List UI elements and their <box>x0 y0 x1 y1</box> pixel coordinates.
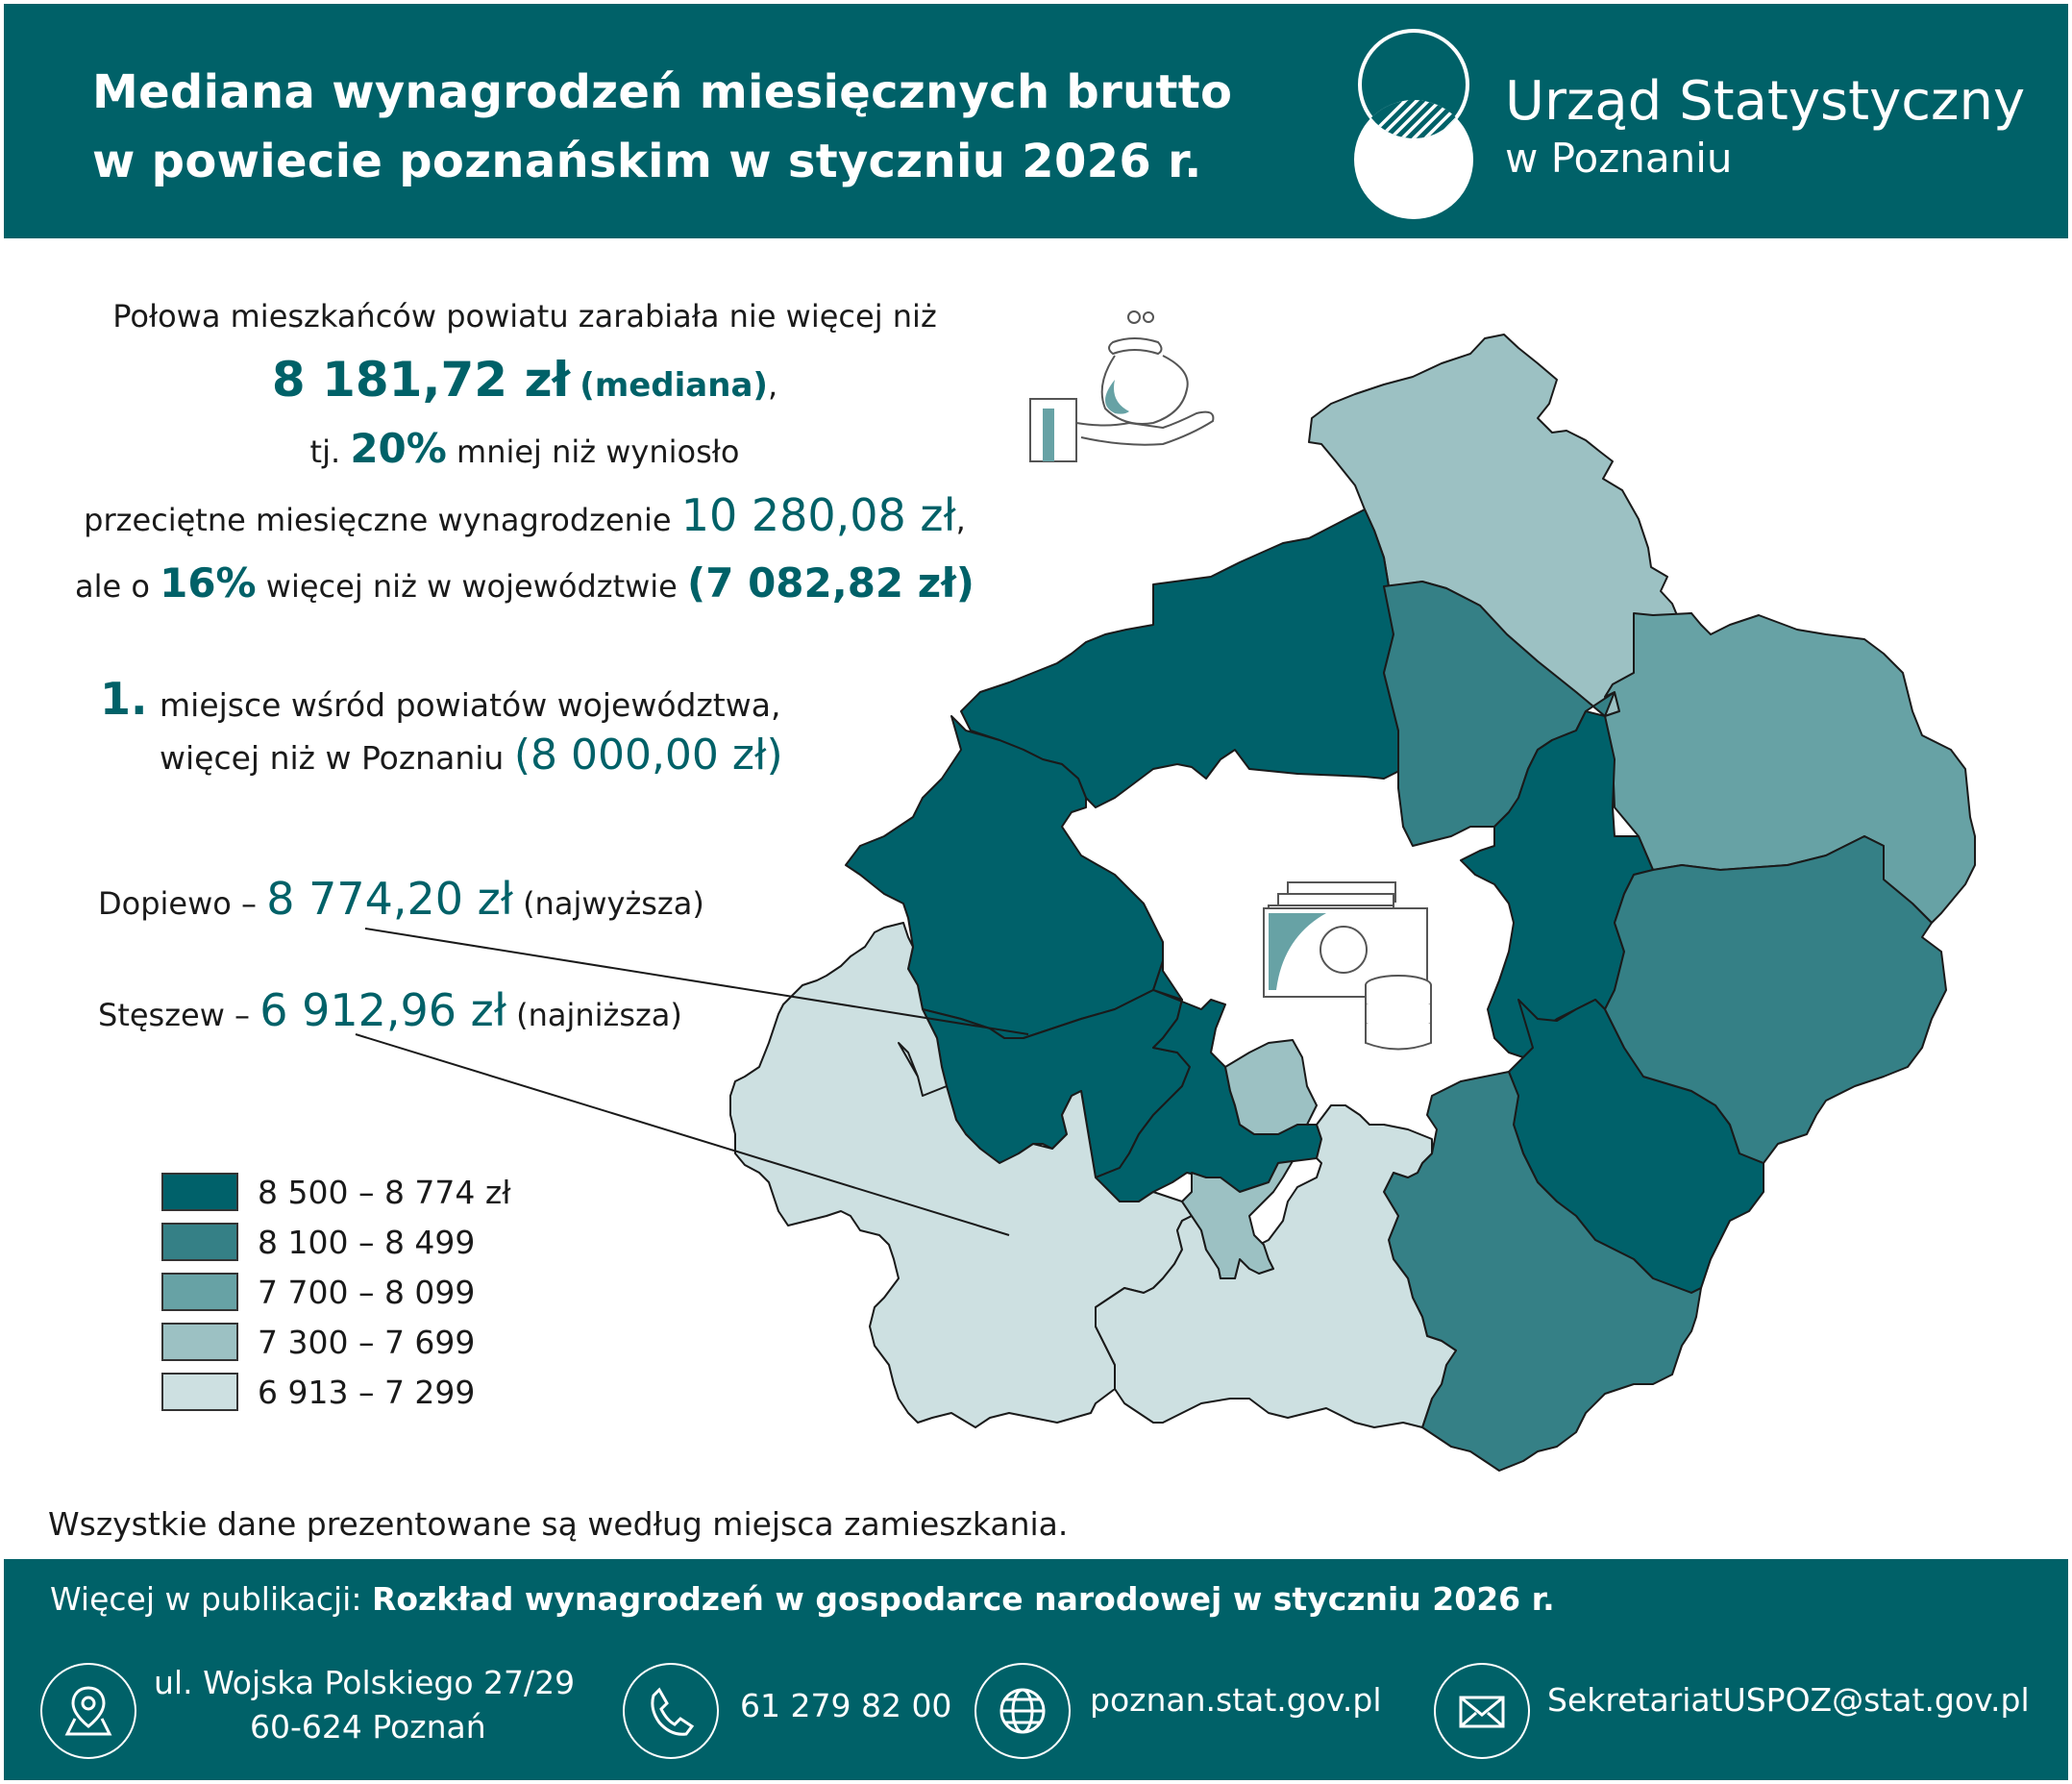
address-line-1: ul. Wojska Polskiego 27/29 <box>154 1664 576 1701</box>
money-bag-hand-icon <box>1029 310 1215 462</box>
highest-name: Dopiewo – <box>98 885 258 922</box>
summary-line-4: przeciętne miesięczne wynagrodzenie 10 2… <box>54 483 996 552</box>
map-region-small-center <box>1224 1039 1318 1135</box>
summary-line-3: tj. 20% mniej niż wyniosło <box>54 417 996 483</box>
publication-link[interactable]: Rozkład wynagrodzeń w gospodarce narodow… <box>371 1580 1555 1618</box>
footnote: Wszystkie dane prezentowane są według mi… <box>48 1505 1069 1543</box>
average-wage-value: 10 280,08 zł <box>680 489 956 541</box>
legend-swatch <box>161 1173 238 1211</box>
office-name: Urząd Statystyczny w Poznaniu <box>1505 71 2025 185</box>
phone-icon <box>623 1663 719 1759</box>
median-suffix: , <box>767 367 778 404</box>
lowest-name: Stęszew – <box>98 997 251 1033</box>
publication-line: Więcej w publikacji: Rozkład wynagrodzeń… <box>50 1580 1555 1618</box>
summary-line-4-pre: przeciętne miesięczne wynagrodzenie <box>84 502 672 538</box>
globe-icon <box>974 1663 1071 1759</box>
legend-swatch <box>161 1223 238 1261</box>
rank-line-2-pre: więcej niż w Poznaniu <box>160 739 505 777</box>
summary-line-2: 8 181,72 zł (mediana), <box>54 348 996 417</box>
title-line-2: w powiecie poznańskim w styczniu 2026 r. <box>92 135 1202 188</box>
website-link[interactable]: poznan.stat.gov.pl <box>1090 1681 1382 1719</box>
legend-swatch <box>161 1373 238 1411</box>
email-link[interactable]: SekretariatUSPOZ@stat.gov.pl <box>1547 1681 2030 1719</box>
map-region-small-south <box>1181 1160 1294 1279</box>
footer-banner: Więcej w publikacji: Rozkład wynagrodzeń… <box>4 1559 2068 1780</box>
avg-suffix: , <box>955 502 966 538</box>
summary-line-5-mid: więcej niż w województwie <box>265 568 678 605</box>
summary-line-1: Połowa mieszkańców powiatu zarabiała nie… <box>112 298 937 334</box>
phone-number[interactable]: 61 279 82 00 <box>740 1687 952 1724</box>
legend-label: 6 913 – 7 299 <box>258 1374 476 1411</box>
pct-less-value: 20% <box>350 425 447 472</box>
summary-line-5: ale o 16% więcej niż w województwie (7 0… <box>54 552 996 618</box>
summary-line-3-pre: tj. <box>309 434 341 470</box>
address-line-2: 60-624 Poznań <box>250 1708 486 1746</box>
median-value: 8 181,72 zł <box>271 352 571 408</box>
map-region-east-right <box>1604 835 1947 1164</box>
legend-label: 8 500 – 8 774 zł <box>258 1174 511 1211</box>
summary-line-3-post: mniej niż wyniosło <box>456 434 740 470</box>
legend-swatch <box>161 1273 238 1311</box>
page-title: Mediana wynagrodzeń miesięcznych brutto … <box>92 58 1232 196</box>
lowest-value: 6 912,96 zł <box>259 984 506 1036</box>
location-pin-icon <box>40 1663 136 1759</box>
steszew-leader-line <box>355 1033 1010 1236</box>
envelope-icon <box>1434 1663 1530 1759</box>
median-label: (mediana) <box>580 366 768 405</box>
map-region-north-west <box>960 508 1404 808</box>
office-logo-icon <box>1354 29 1473 219</box>
voivodeship-value: (7 082,82 zł) <box>687 559 974 607</box>
banknotes-coins-icon <box>1263 881 1432 1051</box>
more-label: Więcej w publikacji: <box>50 1580 362 1618</box>
rank-line-1: miejsce wśród powiatów województwa, <box>160 686 781 724</box>
highest-note: (najwyższa) <box>523 885 704 922</box>
summary-block: Połowa mieszkańców powiatu zarabiała nie… <box>54 285 996 618</box>
title-line-1: Mediana wynagrodzeń miesięcznych brutto <box>92 65 1233 119</box>
address: ul. Wojska Polskiego 27/29 60-624 Poznań <box>154 1661 575 1749</box>
legend-swatch <box>161 1323 238 1361</box>
poznan-value: (8 000,00 zł) <box>513 731 783 780</box>
lowest-label: Stęszew – 6 912,96 zł (najniższa) <box>98 984 682 1036</box>
dopiewo-leader-line <box>364 928 1029 1035</box>
rank-position: 1. <box>100 673 148 725</box>
lowest-note: (najniższa) <box>516 997 682 1033</box>
org-city: w Poznaniu <box>1505 135 1733 182</box>
pct-more-value: 16% <box>160 559 257 607</box>
org-name: Urząd Statystyczny <box>1505 70 2026 133</box>
rank-line-2: więcej niż w Poznaniu (8 000,00 zł) <box>160 731 783 783</box>
map-region-south-middle <box>1095 1104 1457 1428</box>
highest-label: Dopiewo – 8 774,20 zł (najwyższa) <box>98 873 704 925</box>
summary-line-5-pre: ale o <box>74 568 150 605</box>
legend-label: 8 100 – 8 499 <box>258 1224 476 1261</box>
map-region-steszew <box>729 922 1193 1428</box>
highest-value: 8 774,20 zł <box>266 873 513 925</box>
legend-label: 7 700 – 8 099 <box>258 1274 476 1311</box>
header-banner: Mediana wynagrodzeń miesięcznych brutto … <box>4 4 2068 238</box>
legend-label: 7 300 – 7 699 <box>258 1324 476 1361</box>
rank-text: miejsce wśród powiatów województwa, więc… <box>160 681 783 783</box>
